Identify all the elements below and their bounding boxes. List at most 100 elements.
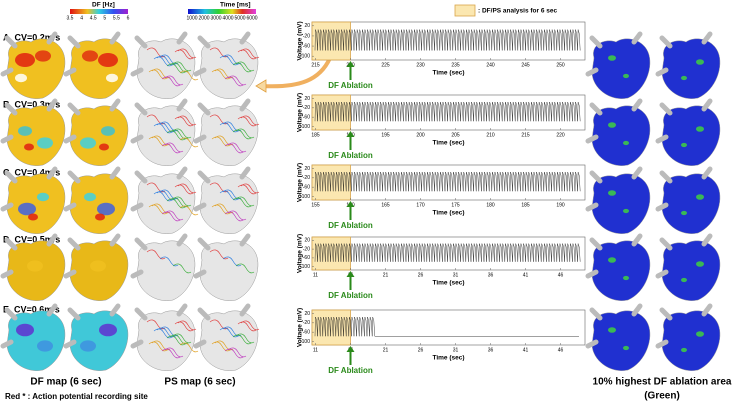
ps-trajectory — [240, 115, 260, 126]
ablation-arrow-head — [346, 346, 355, 352]
ps-trajectory — [172, 333, 192, 344]
ablation-heart-vessel — [655, 233, 713, 279]
x-tick-label: 215 — [311, 62, 320, 68]
ps-trajectory — [148, 204, 168, 215]
ps-trajectory — [224, 143, 244, 154]
x-axis-label: Time (sec) — [432, 355, 464, 362]
ps-trajectory — [211, 136, 231, 147]
y-tick-label: -100 — [300, 124, 310, 130]
df-heart-patch — [18, 202, 36, 216]
ps-trajectory — [179, 137, 199, 148]
y-tick-label: -60 — [303, 255, 310, 261]
ps-trajectory — [219, 190, 239, 201]
ps-trajectory — [174, 116, 194, 127]
x-tick-label: 225 — [381, 62, 390, 68]
ablation-heart-patch — [696, 331, 704, 337]
ablation-heart — [661, 173, 721, 234]
ps-trajectory — [227, 142, 247, 153]
df-heart-patch — [15, 73, 27, 83]
ablation-arrow-head — [346, 61, 355, 67]
df-heart-patch — [37, 340, 53, 352]
time-colorbar — [188, 9, 256, 14]
ps-trajectory — [159, 121, 179, 132]
trace-frame — [311, 309, 586, 346]
voltage-trace — [314, 29, 581, 51]
ps-trajectory — [151, 68, 171, 79]
df-colorbar-tick: 3.5 — [67, 15, 74, 21]
x-tick-label: 175 — [451, 202, 460, 208]
ablation-heart-patch — [608, 55, 616, 61]
y-tick-label: 20 — [304, 166, 310, 172]
ps-heart — [136, 240, 196, 301]
ps-trajectory — [209, 182, 229, 193]
x-tick-label: 220 — [556, 132, 565, 138]
x-tick-label: 190 — [556, 202, 565, 208]
ablation-heart-patch — [696, 261, 704, 267]
df-heart-patch — [37, 192, 49, 202]
ps-trajectory — [146, 47, 166, 58]
df-heart-patch — [80, 137, 96, 149]
y-tick-label: -60 — [303, 114, 310, 120]
ps-trajectory — [164, 347, 184, 358]
df-heart — [6, 173, 66, 234]
df-colorbar-tick: 5.5 — [113, 15, 120, 21]
x-tick-label: 46 — [558, 272, 564, 278]
ablation-heart-patch — [696, 126, 704, 132]
x-tick-label: 235 — [451, 62, 460, 68]
ablation-heart — [591, 240, 651, 301]
ablation-label: DF Ablation — [328, 81, 373, 90]
df-heart-vessel — [63, 303, 121, 349]
ablation-heart — [661, 310, 721, 371]
ablation-heart — [591, 310, 651, 371]
y-tick-label: -60 — [303, 184, 310, 190]
ps-trajectory — [235, 333, 255, 344]
ps-trajectory — [222, 121, 242, 132]
ps-trajectory — [159, 256, 179, 267]
df-heart-patch — [15, 53, 35, 67]
ps-trajectory — [179, 342, 199, 353]
ablation-heart-vessel — [585, 303, 643, 349]
df-heart — [69, 105, 129, 166]
time-colorbar-tick: 1000 — [186, 15, 197, 21]
df-heart-patch — [18, 126, 32, 136]
ps-trajectory — [235, 61, 255, 72]
x-tick-label: 185 — [311, 132, 320, 138]
ps-trajectory — [224, 211, 244, 222]
ablation-heart — [661, 240, 721, 301]
ps-trajectory — [159, 189, 179, 200]
voltage-trace — [314, 101, 581, 122]
ps-trajectory — [146, 182, 166, 193]
ps-heart — [136, 105, 196, 166]
ps-trajectory — [209, 47, 229, 58]
ps-trajectory — [232, 62, 252, 73]
ps-trajectory — [227, 210, 247, 221]
ps-trajectory — [177, 183, 197, 194]
df-colorbar-tick: 5 — [103, 15, 106, 21]
ps-trajectory — [240, 320, 260, 331]
ps-trajectory — [237, 184, 257, 195]
ablation-heart — [591, 173, 651, 234]
ps-heart-vessel — [193, 166, 251, 212]
ablation-heart-vessel — [585, 31, 643, 77]
ps-trajectory — [214, 68, 234, 79]
ps-trajectory — [156, 327, 176, 338]
y-axis-label: Voltage (mV) — [297, 234, 304, 273]
ps-trajectory — [156, 55, 176, 66]
ablation-heart-patch — [608, 190, 616, 196]
y-tick-label: 20 — [304, 311, 310, 317]
df-colorbar — [70, 9, 128, 14]
x-tick-label: 11 — [313, 347, 318, 353]
x-tick-label: 195 — [381, 132, 390, 138]
ps-trajectory — [235, 196, 255, 207]
voltage-trace — [314, 243, 581, 262]
ablation-caption-note: (Green) — [644, 391, 680, 402]
ablation-heart-patch — [623, 275, 629, 281]
ps-trajectory — [174, 321, 194, 332]
ps-heart-vessel — [130, 233, 188, 279]
ps-trajectory — [214, 340, 234, 351]
df-heart-patch — [28, 213, 38, 221]
x-tick-label: 36 — [488, 347, 494, 353]
ps-heart-vessel — [130, 98, 188, 144]
ps-heart-vessel — [130, 303, 188, 349]
x-tick-label: 46 — [558, 347, 564, 353]
